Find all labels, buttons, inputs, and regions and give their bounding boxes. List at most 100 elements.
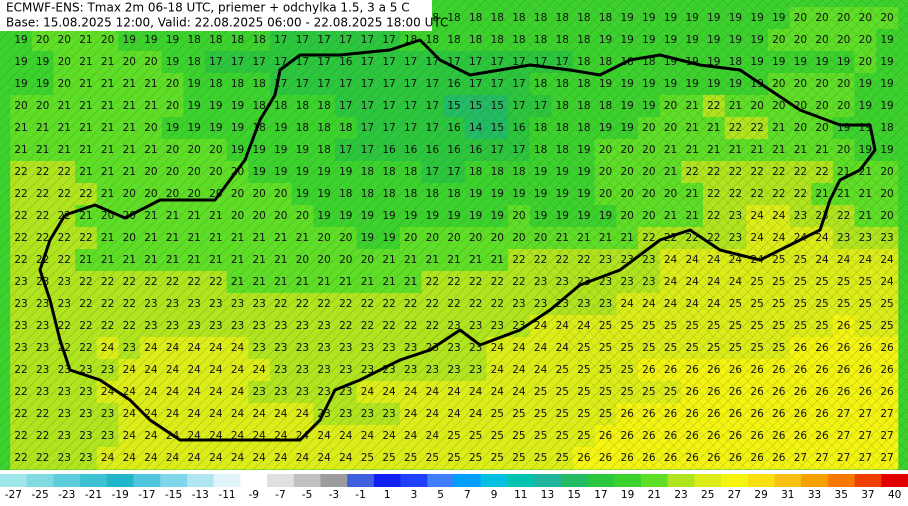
cell-value: 24 [880, 254, 894, 266]
cell-value: 20 [837, 78, 850, 90]
cell-value: 19 [621, 78, 634, 90]
cell-value: 23 [317, 342, 330, 354]
cell-value: 19 [534, 210, 547, 222]
cell-value: 18 [404, 188, 417, 200]
cell-value: 22 [79, 188, 92, 200]
cell-value: 21 [79, 78, 92, 90]
cell-value: 20 [837, 34, 850, 46]
cell-value: 18 [729, 56, 742, 68]
cell-value: 21 [166, 210, 179, 222]
cell-value: 25 [729, 342, 742, 354]
cell-value: 26 [794, 430, 808, 442]
cell-value: 22 [361, 320, 374, 332]
cell-value: 25 [599, 386, 612, 398]
cell-value: 23 [209, 320, 222, 332]
cell-value: 21 [729, 100, 742, 112]
cell-value: 24 [750, 232, 764, 244]
cell-value: 25 [556, 364, 569, 376]
cell-value: 24 [231, 452, 245, 464]
cell-value: 18 [188, 56, 201, 68]
cell-value: 24 [317, 430, 331, 442]
cell-value: 19 [880, 144, 893, 156]
cell-value: 21 [664, 210, 677, 222]
cell-value: 18 [577, 56, 590, 68]
cell-value: 27 [859, 430, 872, 442]
cell-value: 18 [447, 34, 460, 46]
cell-value: 25 [382, 452, 395, 464]
cell-value: 22 [772, 188, 785, 200]
cell-value: 20 [664, 100, 677, 112]
cell-value: 23 [339, 342, 352, 354]
cell-value: 23 [339, 364, 352, 376]
cell-value: 17 [447, 166, 460, 178]
cell-value: 24 [491, 342, 505, 354]
cell-value: 26 [642, 452, 656, 464]
cell-value: 21 [252, 254, 265, 266]
cell-value: 20 [880, 188, 893, 200]
cell-value: 25 [577, 342, 590, 354]
cell-value: 20 [815, 34, 828, 46]
cell-value: 19 [296, 166, 309, 178]
cell-value: 22 [447, 276, 460, 288]
cell-value: 23 [794, 210, 807, 222]
cell-value: 17 [361, 78, 374, 90]
colorbar-label: 19 [621, 489, 634, 501]
cell-value: 24 [296, 452, 310, 464]
cell-value: 26 [621, 452, 635, 464]
cell-value: 22 [36, 430, 49, 442]
cell-value: 24 [707, 254, 721, 266]
cell-value: 21 [274, 276, 287, 288]
cell-value: 22 [36, 232, 49, 244]
cell-value: 18 [469, 34, 482, 46]
cell-value: 18 [512, 166, 525, 178]
cell-value: 26 [859, 364, 873, 376]
cell-value: 17 [361, 56, 374, 68]
cell-value: 21 [79, 122, 92, 134]
cell-value: 22 [144, 276, 157, 288]
cell-value: 21 [274, 254, 287, 266]
cell-value: 16 [447, 144, 461, 156]
cell-value: 25 [642, 342, 655, 354]
colorbar-label: 29 [754, 489, 767, 501]
cell-value: 17 [274, 34, 287, 46]
cell-value: 19 [642, 12, 655, 24]
cell-value: 21 [101, 232, 114, 244]
cell-value: 24 [209, 408, 223, 420]
cell-value: 19 [491, 210, 504, 222]
cell-value: 21 [382, 276, 395, 288]
cell-value: 26 [772, 452, 786, 464]
subtitle: Base: 15.08.2025 12:00, Valid: 22.08.202… [6, 16, 448, 30]
cell-value: 22 [296, 298, 309, 310]
cell-value: 22 [577, 254, 590, 266]
cell-value: 14 [469, 122, 483, 134]
cell-value: 26 [837, 386, 851, 398]
cell-value: 22 [707, 210, 720, 222]
cell-value: 19 [880, 56, 893, 68]
cell-value: 21 [707, 122, 720, 134]
cell-value: 20 [469, 232, 482, 244]
cell-value: 25 [512, 452, 525, 464]
cell-value: 20 [296, 254, 309, 266]
cell-value: 18 [577, 12, 590, 24]
cell-value: 25 [815, 320, 828, 332]
cell-value: 26 [772, 430, 786, 442]
cell-value: 23 [58, 276, 71, 288]
cell-value: 19 [469, 210, 482, 222]
cell-value: 24 [469, 408, 483, 420]
cell-value: 23 [14, 298, 27, 310]
cell-value: 17 [296, 56, 309, 68]
colorbar-label: -7 [275, 489, 285, 501]
cell-value: 24 [166, 342, 180, 354]
cell-value: 18 [339, 188, 352, 200]
cell-value: 25 [469, 430, 482, 442]
colorbar-label: 3 [411, 489, 418, 501]
cell-value: 24 [815, 232, 829, 244]
cell-value: 21 [339, 276, 352, 288]
cell-value: 22 [14, 166, 27, 178]
cell-value: 24 [231, 342, 245, 354]
cell-value: 25 [534, 408, 547, 420]
colorbar-segment [0, 474, 28, 487]
cell-value: 21 [58, 100, 71, 112]
cell-value: 22 [14, 408, 27, 420]
